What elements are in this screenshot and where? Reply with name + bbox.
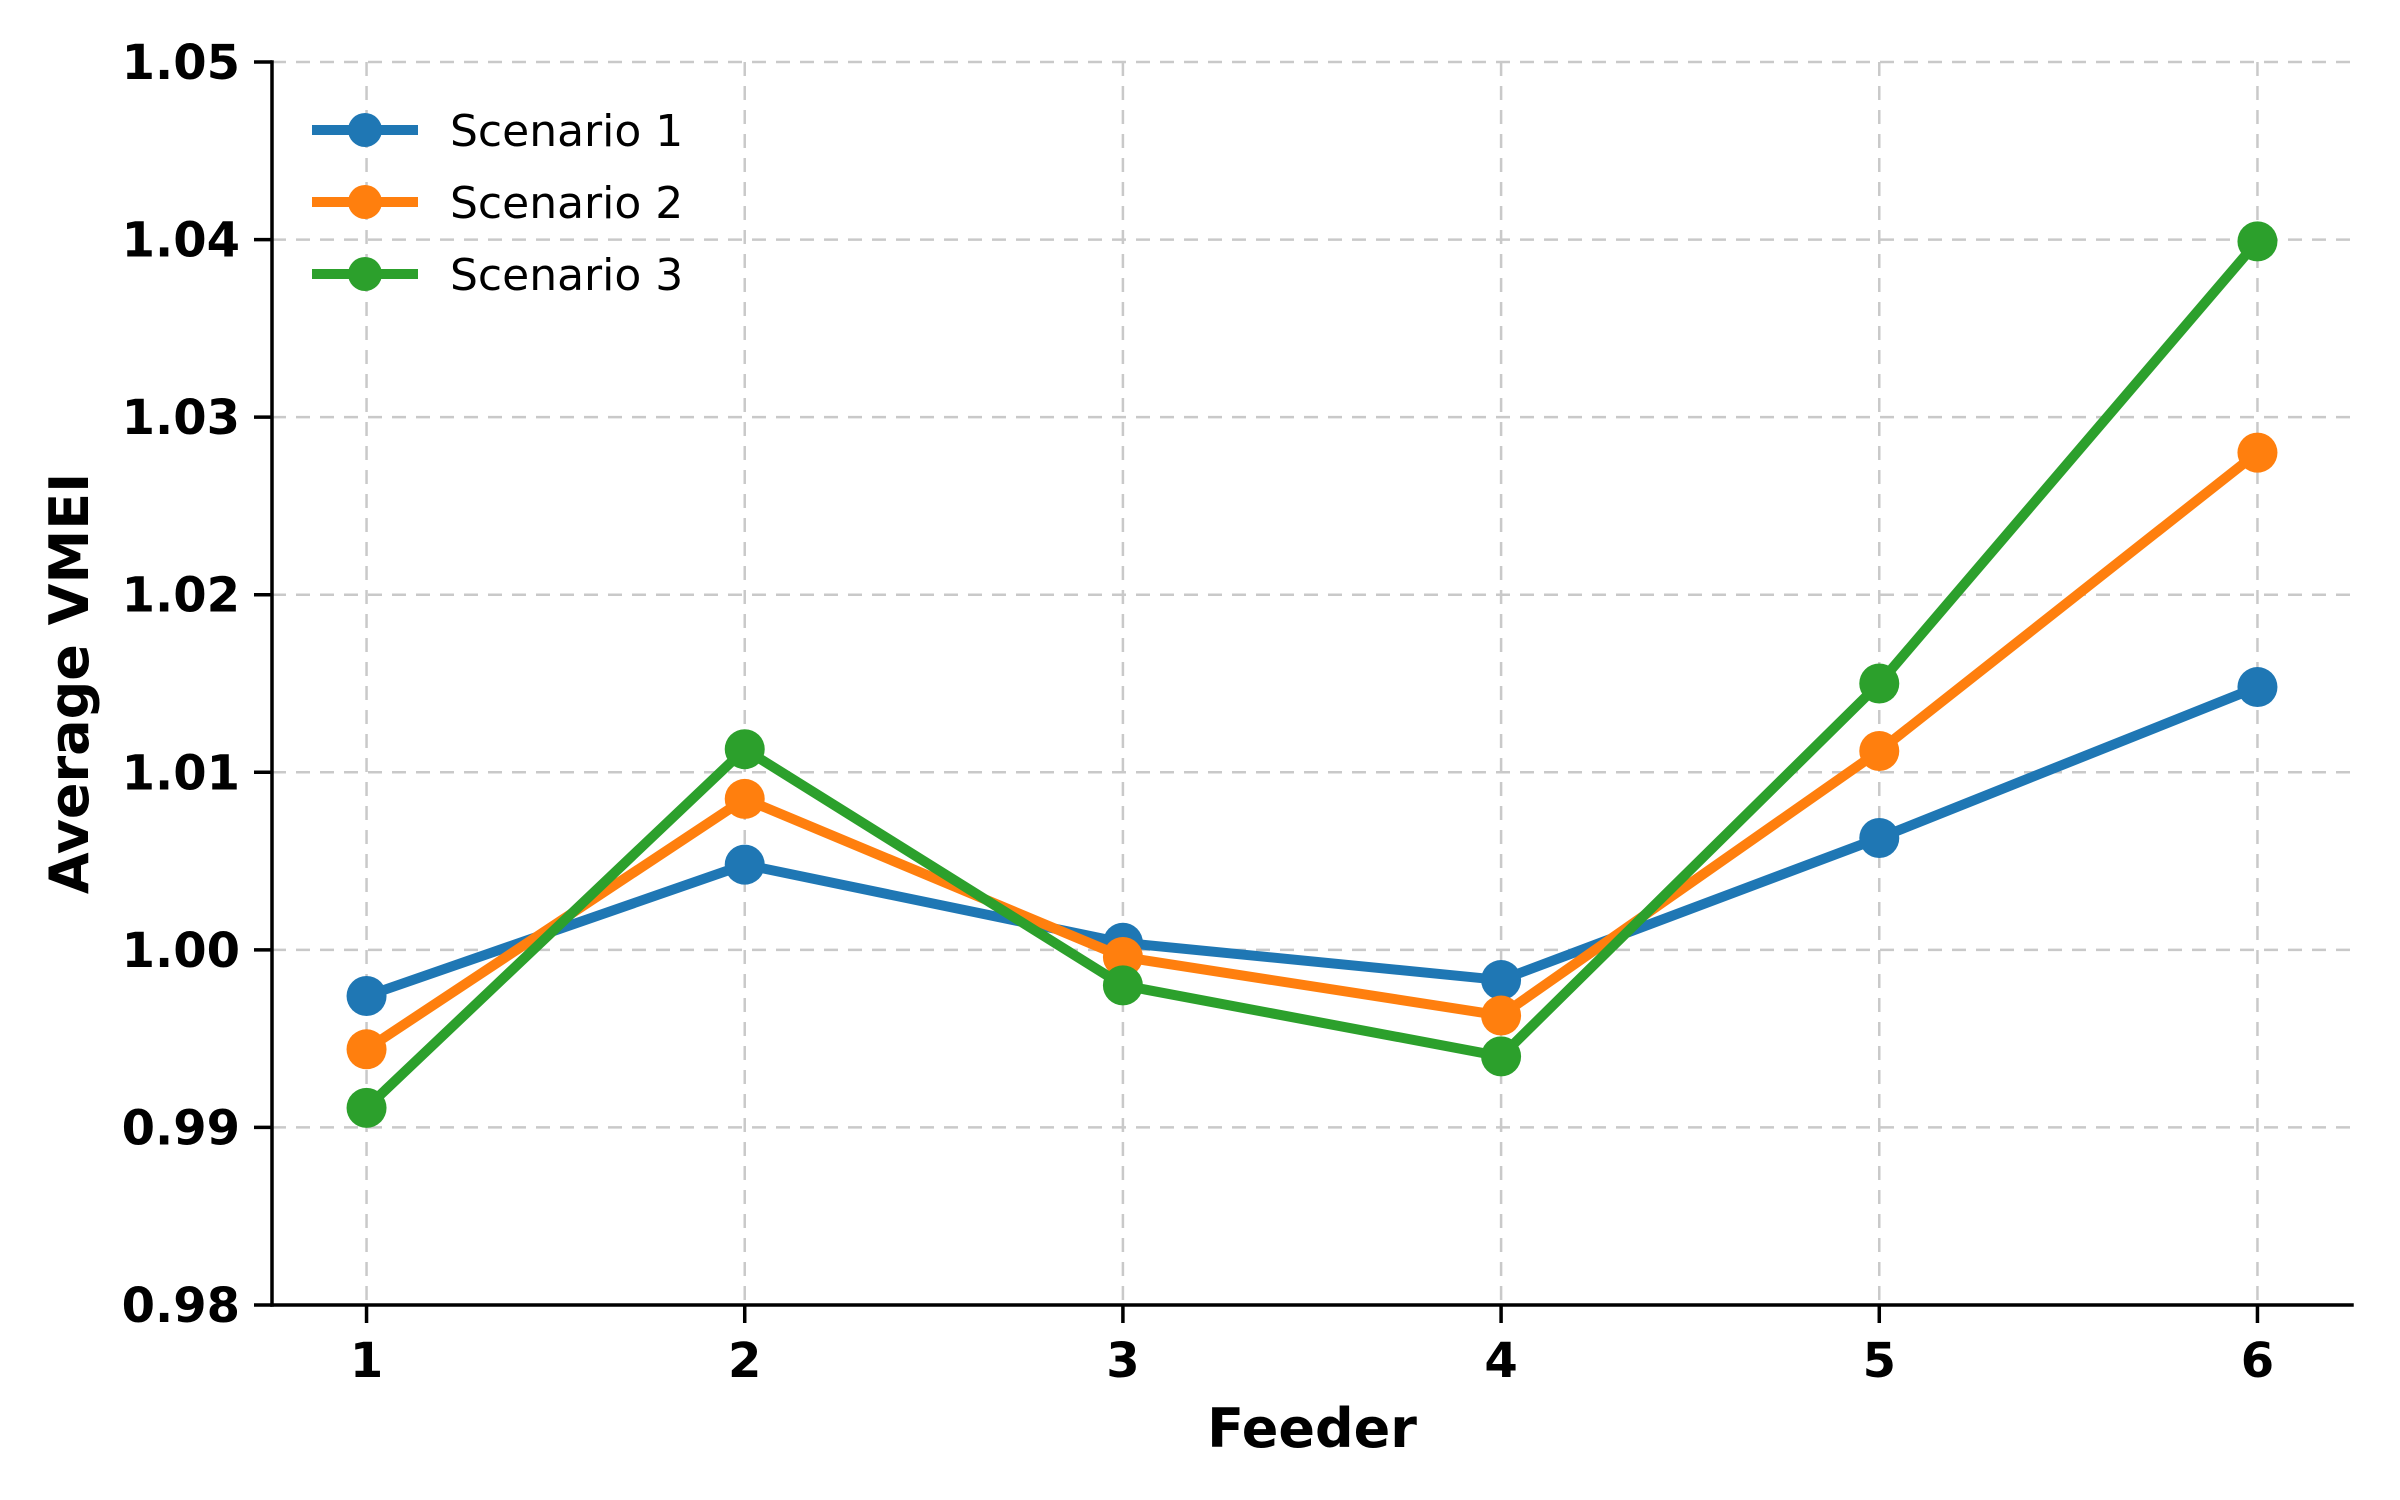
data-point-marker	[1859, 730, 1900, 771]
y-tick-label: 0.98	[122, 1278, 240, 1334]
data-point-marker	[2237, 221, 2278, 262]
data-point-marker	[346, 1087, 387, 1128]
x-tick-label: 1	[350, 1333, 383, 1389]
y-tick-label: 0.99	[122, 1100, 240, 1156]
legend: Scenario 1 Scenario 2 Scenario 3	[312, 106, 683, 301]
y-axis-label: Average VMEI	[38, 473, 101, 894]
y-tick-label: 1.01	[122, 745, 240, 801]
y-tick-label: 1.00	[122, 923, 240, 979]
x-tick-label: 6	[2241, 1333, 2274, 1389]
x-tick-label: 3	[1106, 1333, 1139, 1389]
y-tick-label: 1.05	[122, 35, 240, 91]
tick-labels: 0.98 0.99 1.00 1.01 1.02 1.03 1.04 1.05 1 2 3 4 5 6	[122, 35, 2275, 1389]
legend-label: Scenario 3	[450, 250, 683, 301]
y-tick-label: 1.02	[122, 568, 240, 624]
axes-spines	[270, 60, 2354, 1307]
series-line	[361, 447, 2263, 1055]
x-tick-label: 2	[728, 1333, 761, 1389]
series-line	[361, 682, 2263, 1002]
data-point-marker	[1481, 960, 1522, 1001]
data-point-marker	[724, 844, 765, 885]
data-point-marker	[1481, 995, 1522, 1036]
legend-marker	[348, 113, 382, 147]
series-scenario-2	[346, 432, 2278, 1070]
series-scenario-1	[346, 667, 2278, 1017]
series-scenario-3	[346, 221, 2278, 1128]
x-axis-label: Feeder	[1207, 1397, 1417, 1460]
legend-marker	[348, 257, 382, 291]
legend-label: Scenario 1	[450, 106, 683, 157]
series-line	[361, 236, 2263, 1113]
data-point-marker	[1859, 663, 1900, 704]
legend-marker	[348, 185, 382, 219]
data-point-marker	[724, 729, 765, 770]
data-point-marker	[346, 976, 387, 1017]
axis-ticks	[254, 60, 2260, 1323]
legend-item: Scenario 3	[312, 250, 683, 301]
y-tick-label: 1.04	[122, 213, 240, 269]
data-point-marker	[1102, 936, 1143, 977]
data-point-marker	[2237, 667, 2278, 708]
data-point-marker	[2237, 432, 2278, 473]
x-tick-label: 5	[1863, 1333, 1896, 1389]
legend-item: Scenario 1	[312, 106, 683, 157]
data-point-marker	[346, 1029, 387, 1070]
legend-item: Scenario 2	[312, 178, 683, 229]
gridlines	[272, 60, 2352, 1307]
data-point-marker	[1481, 1036, 1522, 1077]
data-point-marker	[1859, 817, 1900, 858]
legend-label: Scenario 2	[450, 178, 683, 229]
data-point-marker	[1102, 965, 1143, 1006]
x-tick-label: 4	[1484, 1333, 1517, 1389]
data-point-marker	[724, 778, 765, 819]
y-tick-label: 1.03	[122, 390, 240, 446]
